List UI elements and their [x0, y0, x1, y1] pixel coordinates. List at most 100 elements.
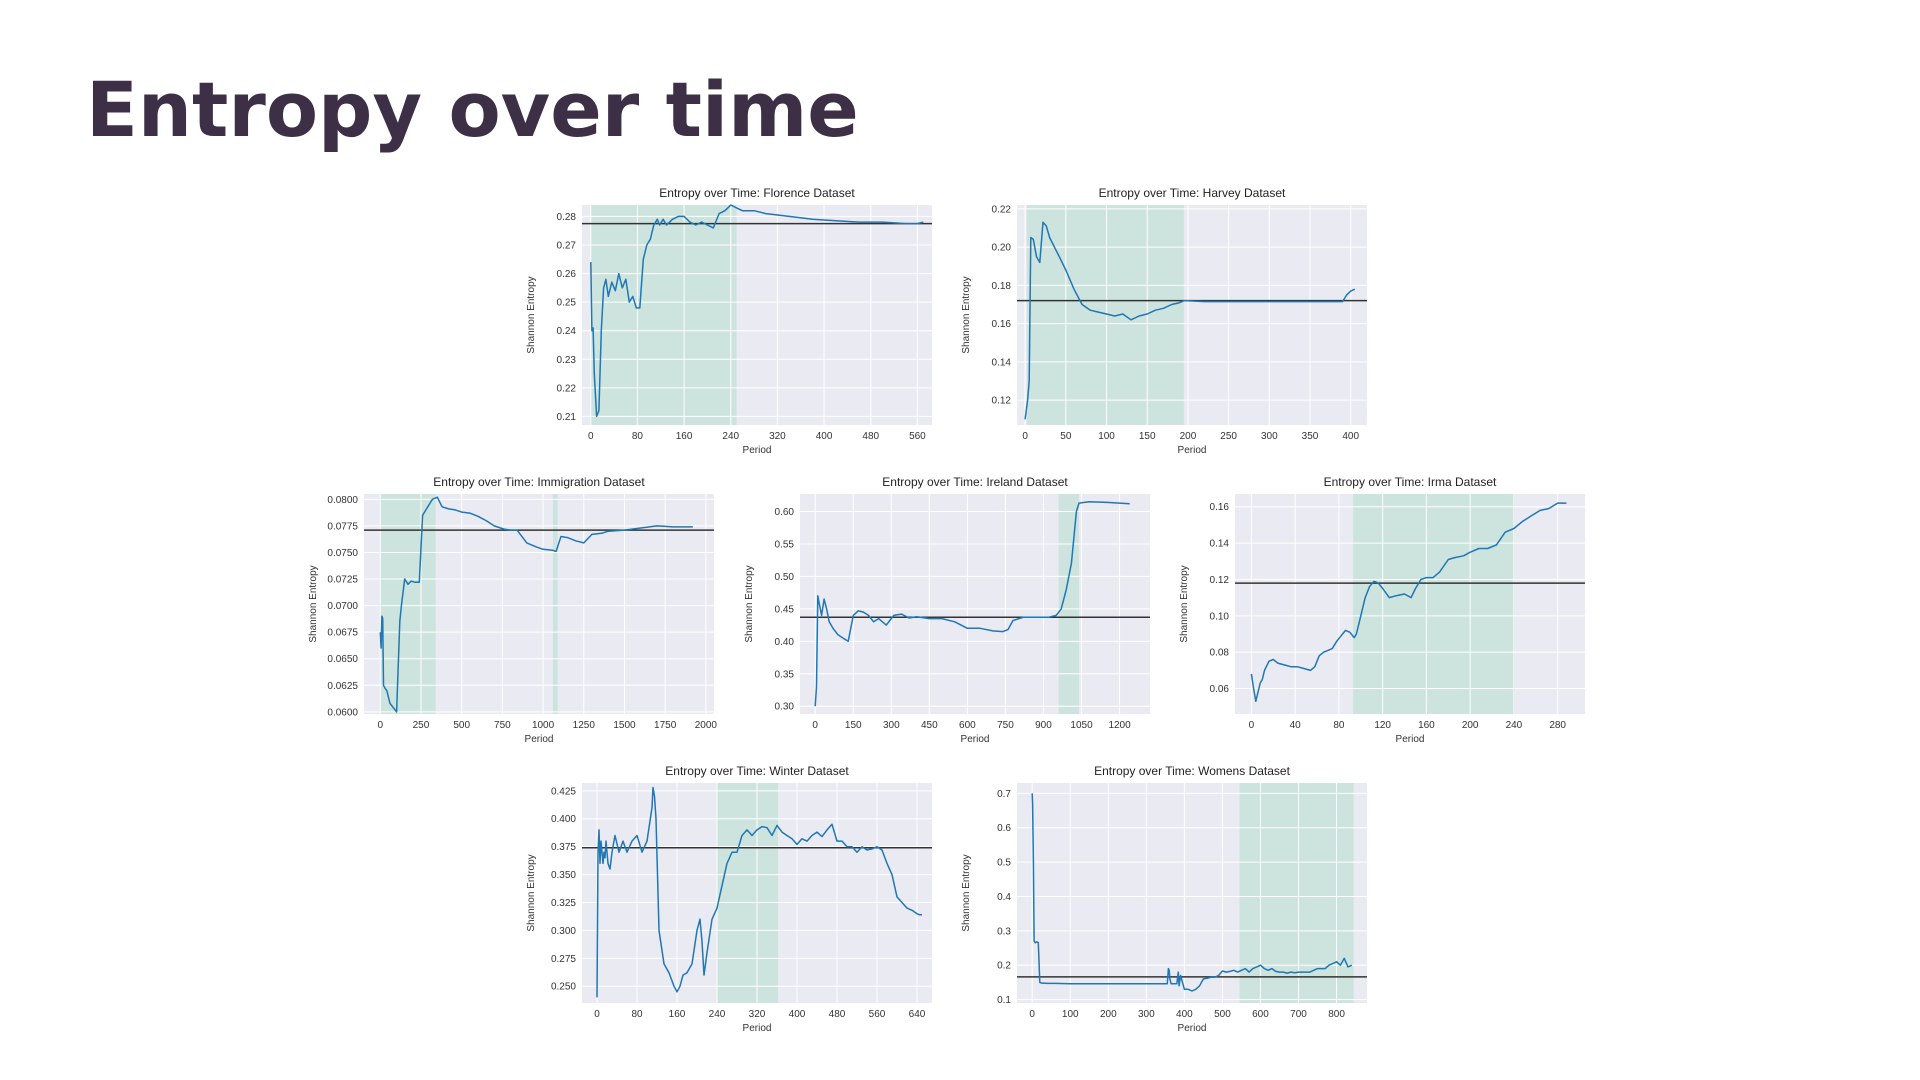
y-axis-label: Shannon Entropy	[961, 276, 972, 353]
x-tick-label: 150	[845, 720, 862, 731]
x-tick-label: 700	[1290, 1009, 1307, 1020]
x-tick-label: 240	[709, 1009, 726, 1020]
shaded-region	[717, 783, 778, 1003]
x-tick-label: 1250	[573, 720, 596, 731]
x-tick-label: 200	[1100, 1009, 1117, 1020]
y-tick-label: 0.10	[1210, 611, 1230, 622]
chart-svg: 0 40 80 120 160 200 240 280 0.06 0.08 0.10 0.12 0.14…	[1179, 475, 1585, 745]
y-tick-label: 0.14	[992, 357, 1012, 368]
y-tick-label: 0.16	[1210, 502, 1230, 513]
x-axis-label: Period	[1178, 1023, 1207, 1034]
y-tick-label: 0.400	[551, 814, 576, 825]
x-tick-label: 0	[594, 1009, 600, 1020]
y-tick-label: 0.12	[1210, 575, 1230, 586]
y-tick-label: 0.26	[557, 269, 577, 280]
y-tick-label: 0.250	[551, 982, 576, 993]
x-tick-label: 280	[1549, 720, 1566, 731]
chart-winter: 0 80 160 240 320 400 480 560 640 0.250 0.275 0.300 0…	[522, 758, 952, 1034]
x-tick-label: 800	[1328, 1009, 1345, 1020]
x-tick-label: 1000	[532, 720, 555, 731]
x-tick-label: 1500	[613, 720, 636, 731]
shaded-region	[552, 494, 558, 714]
chart-florence: 0 80 160 240 320 400 480 560 0.21 0.22 0.23 0.24 0.2…	[522, 180, 952, 456]
y-tick-label: 0.0600	[327, 707, 358, 718]
y-tick-label: 0.7	[997, 789, 1011, 800]
x-tick-label: 300	[1261, 431, 1278, 442]
y-tick-label: 0.21	[557, 412, 577, 423]
x-tick-label: 0	[1029, 1009, 1035, 1020]
x-tick-label: 400	[816, 431, 833, 442]
y-axis-label: Shannon Entropy	[526, 276, 537, 353]
x-tick-label: 0	[588, 431, 594, 442]
y-tick-label: 0.0700	[327, 601, 358, 612]
y-tick-label: 0.0775	[327, 521, 358, 532]
y-tick-label: 0.375	[551, 842, 576, 853]
y-tick-label: 0.0625	[327, 681, 358, 692]
x-tick-label: 100	[1098, 431, 1115, 442]
y-tick-label: 0.18	[992, 281, 1012, 292]
x-tick-label: 200	[1462, 720, 1479, 731]
y-tick-label: 0.275	[551, 954, 576, 965]
x-tick-label: 560	[909, 431, 926, 442]
x-tick-label: 480	[862, 431, 879, 442]
chart-title: Entropy over Time: Irma Dataset	[1324, 475, 1497, 489]
x-tick-label: 480	[829, 1009, 846, 1020]
x-tick-label: 160	[1418, 720, 1435, 731]
y-tick-label: 0.60	[775, 507, 795, 518]
y-tick-label: 0.20	[992, 243, 1012, 254]
chart-title: Entropy over Time: Ireland Dataset	[882, 475, 1068, 489]
x-tick-label: 0	[377, 720, 383, 731]
x-tick-label: 300	[883, 720, 900, 731]
slide-title: Entropy over time	[86, 65, 859, 154]
y-tick-label: 0.0675	[327, 628, 358, 639]
chart-title: Entropy over Time: Winter Dataset	[665, 764, 849, 778]
x-axis-label: Period	[1396, 734, 1425, 745]
x-tick-label: 640	[909, 1009, 926, 1020]
y-tick-label: 0.350	[551, 870, 576, 881]
chart-harvey: 0 50 100 150 200 250 300 350 400 0.12 0.14 0.16 0.18…	[957, 180, 1387, 456]
x-tick-label: 80	[631, 1009, 643, 1020]
x-tick-label: 160	[669, 1009, 686, 1020]
x-tick-label: 200	[1180, 431, 1197, 442]
series-line	[1250, 502, 1567, 703]
shaded-region	[380, 494, 436, 714]
y-axis-label: Shannon Entropy	[1179, 565, 1190, 642]
x-tick-label: 2000	[695, 720, 718, 731]
y-tick-label: 0.22	[557, 383, 577, 394]
y-tick-label: 0.5	[997, 858, 1011, 869]
chart-svg: 0 100 200 300 400 500 600 700 800 0.1 0.2 0.3 0.4 0.5…	[961, 764, 1367, 1034]
x-tick-label: 250	[1220, 431, 1237, 442]
y-tick-label: 0.300	[551, 926, 576, 937]
series-line	[1031, 793, 1353, 992]
chart-svg: 0 80 160 240 320 400 480 560 640 0.250 0.275 0.300 0…	[526, 764, 932, 1034]
y-tick-label: 0.6	[997, 823, 1011, 834]
chart-title: Entropy over Time: Harvey Dataset	[1099, 186, 1286, 200]
y-tick-label: 0.28	[557, 212, 577, 223]
y-tick-label: 0.45	[775, 604, 795, 615]
chart-svg: 0 50 100 150 200 250 300 350 400 0.12 0.14 0.16 0.18…	[961, 186, 1367, 456]
x-axis-label: Period	[743, 1023, 772, 1034]
chart-irma: 0 40 80 120 160 200 240 280 0.06 0.08 0.10 0.12 0.14…	[1175, 469, 1605, 745]
y-tick-label: 0.4	[997, 892, 1011, 903]
series-line	[379, 496, 693, 713]
x-axis-label: Period	[525, 734, 554, 745]
x-axis-label: Period	[743, 445, 772, 456]
series-line	[1024, 221, 1356, 420]
chart-title: Entropy over Time: Womens Dataset	[1094, 764, 1291, 778]
y-axis-label: Shannon Entropy	[308, 565, 319, 642]
y-tick-label: 0.55	[775, 539, 795, 550]
x-tick-label: 600	[959, 720, 976, 731]
x-tick-label: 450	[921, 720, 938, 731]
x-tick-label: 0	[1022, 431, 1028, 442]
y-axis-label: Shannon Entropy	[744, 565, 755, 642]
x-tick-label: 240	[1506, 720, 1523, 731]
x-axis-label: Period	[1178, 445, 1207, 456]
x-tick-label: 350	[1302, 431, 1319, 442]
x-tick-label: 150	[1139, 431, 1156, 442]
y-tick-label: 0.30	[775, 702, 795, 713]
y-tick-label: 0.06	[1210, 684, 1230, 695]
chart-ireland: 0 150 300 450 600 750 900 1050 1200 0.30 0.35 0.40 0…	[740, 469, 1170, 745]
plot-area	[800, 494, 1150, 714]
x-tick-label: 80	[632, 431, 644, 442]
shaded-region	[1026, 205, 1184, 425]
